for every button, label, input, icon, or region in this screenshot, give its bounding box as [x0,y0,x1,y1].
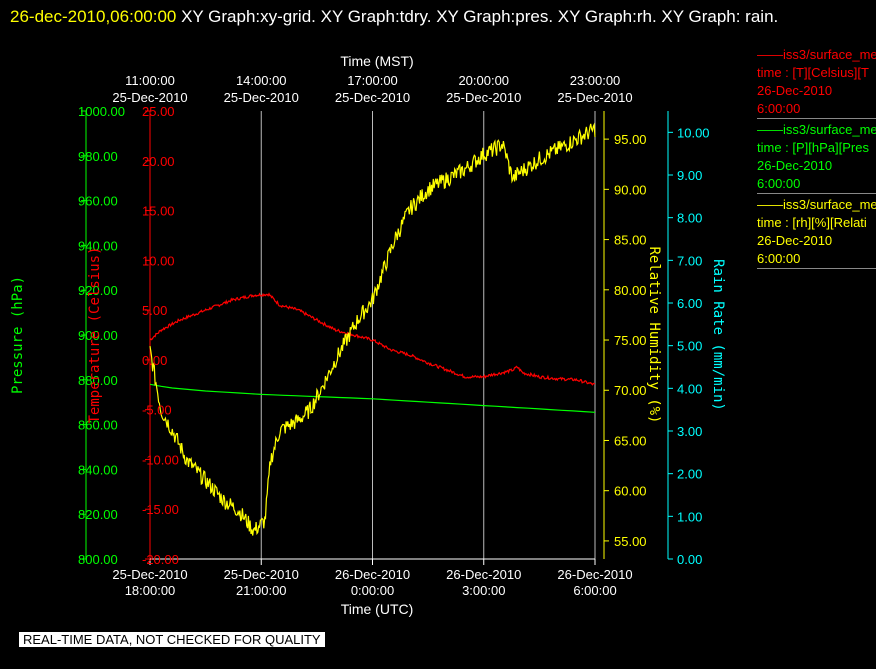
temp-axis-title: Temperature (Celsius) [87,246,103,423]
legend-date: 26-Dec-2010 [757,83,833,98]
rh-series-line [149,122,596,536]
rain-tick-label: 6.00 [677,296,702,311]
temp-tick-label: -5.00 [142,403,172,418]
rh-tick-label: 80.00 [614,283,647,298]
rain-axis-title: Rain Rate (mm/min) [710,259,726,411]
legend-time: 6:00:00 [757,176,801,191]
pres-axis-title: Pressure (hPa) [10,276,26,394]
pres-tick-label: 880.00 [78,373,118,388]
pres-tick-label: 820.00 [78,507,118,522]
legend-date: 26-Dec-2010 [757,233,833,248]
rain-tick-label: 7.00 [677,253,702,268]
temp-series-line [149,292,595,386]
temp-tick-label: 5.00 [142,303,167,318]
legend-source: ——iss3/surface_me [757,47,876,62]
x-tick-label-date: 26-Dec-2010 [446,567,521,582]
legend-source: ——iss3/surface_me [757,122,876,137]
top-tick-label-date: 25-Dec-2010 [557,90,632,105]
rain-tick-label: 0.00 [677,552,702,567]
x-tick-label-date: 25-Dec-2010 [224,567,299,582]
x-tick-label-time: 18:00:00 [125,583,176,598]
legend-entry-humidity: ——iss3/surface_me time : [rh][%][Relati … [757,196,876,269]
rh-tick-label: 65.00 [614,433,647,448]
legend-source: ——iss3/surface_me [757,197,876,212]
legend-time: 6:00:00 [757,251,801,266]
x-tick-label-time: 6:00:00 [573,583,616,598]
pres-tick-label: 1000.00 [78,104,125,119]
top-tick-label-time: 20:00:00 [458,73,509,88]
rain-tick-label: 5.00 [677,339,702,354]
legend: ——iss3/surface_me time : [T][Celsius][T … [757,46,876,271]
temp-tick-label: -15.00 [142,502,179,517]
x-tick-label-date: 25-Dec-2010 [112,567,187,582]
rain-tick-label: 1.00 [677,509,702,524]
rh-tick-label: 60.00 [614,484,647,499]
x-tick-label-date: 26-Dec-2010 [335,567,410,582]
pres-tick-label: 920.00 [78,283,118,298]
rh-tick-label: 90.00 [614,182,647,197]
rain-tick-label: 9.00 [677,168,702,183]
legend-variable: time : [T][Celsius][T [757,65,869,80]
temp-tick-label: 20.00 [142,154,175,169]
rh-tick-label: 75.00 [614,333,647,348]
x-tick-label-time: 21:00:00 [236,583,287,598]
top-tick-label-time: 14:00:00 [236,73,287,88]
top-tick-label-date: 25-Dec-2010 [224,90,299,105]
top-tick-label-date: 25-Dec-2010 [112,90,187,105]
pres-tick-label: 960.00 [78,194,118,209]
graph-header: 26-dec-2010,06:00:00 XY Graph:xy-grid. X… [10,3,860,31]
temp-tick-label: -20.00 [142,552,179,567]
rain-tick-label: 2.00 [677,467,702,482]
rain-tick-label: 3.00 [677,424,702,439]
pres-series-line [149,383,596,413]
x-tick-label-time: 3:00:00 [462,583,505,598]
top-tick-label-time: 17:00:00 [347,73,398,88]
legend-variable: time : [P][hPa][Pres [757,140,869,155]
top-tick-label-date: 25-Dec-2010 [335,90,410,105]
pres-tick-label: 940.00 [78,238,118,253]
top-tick-label-time: 11:00:00 [125,73,175,88]
rh-tick-label: 70.00 [614,383,647,398]
quality-notice: REAL-TIME DATA, NOT CHECKED FOR QUALITY [19,632,325,647]
x-tick-label-time: 0:00:00 [351,583,394,598]
header-datetime: 26-dec-2010,06:00:00 [10,7,177,26]
pres-tick-label: 900.00 [78,328,118,343]
top-axis-title: Time (MST) [340,53,413,69]
top-tick-label-date: 25-Dec-2010 [446,90,521,105]
temp-tick-label: 15.00 [142,204,175,219]
pres-tick-label: 800.00 [78,552,118,567]
legend-entry-pressure: ——iss3/surface_me time : [P][hPa][Pres 2… [757,121,876,194]
x-tick-label-date: 26-Dec-2010 [557,567,632,582]
temp-tick-label: -10.00 [142,452,179,467]
x-axis-title: Time (UTC) [341,601,414,617]
rain-tick-label: 8.00 [677,211,702,226]
pres-tick-label: 980.00 [78,149,118,164]
rain-tick-label: 10.00 [677,125,710,140]
legend-variable: time : [rh][%][Relati [757,215,867,230]
pres-tick-label: 840.00 [78,462,118,477]
temp-tick-label: 25.00 [142,104,175,119]
legend-time: 6:00:00 [757,101,801,116]
header-text: XY Graph:xy-grid. XY Graph:tdry. XY Grap… [176,7,779,26]
top-tick-label-time: 23:00:00 [570,73,621,88]
rh-tick-label: 85.00 [614,233,647,248]
temp-tick-label: 0.00 [142,353,167,368]
legend-date: 26-Dec-2010 [757,158,833,173]
rh-tick-label: 55.00 [614,534,647,549]
pres-tick-label: 860.00 [78,418,118,433]
legend-entry-temperature: ——iss3/surface_me time : [T][Celsius][T … [757,46,876,119]
rh-axis-title: Relative Humidity (%) [646,246,662,423]
temp-tick-label: 10.00 [142,253,175,268]
rain-tick-label: 4.00 [677,381,702,396]
rh-tick-label: 95.00 [614,132,647,147]
